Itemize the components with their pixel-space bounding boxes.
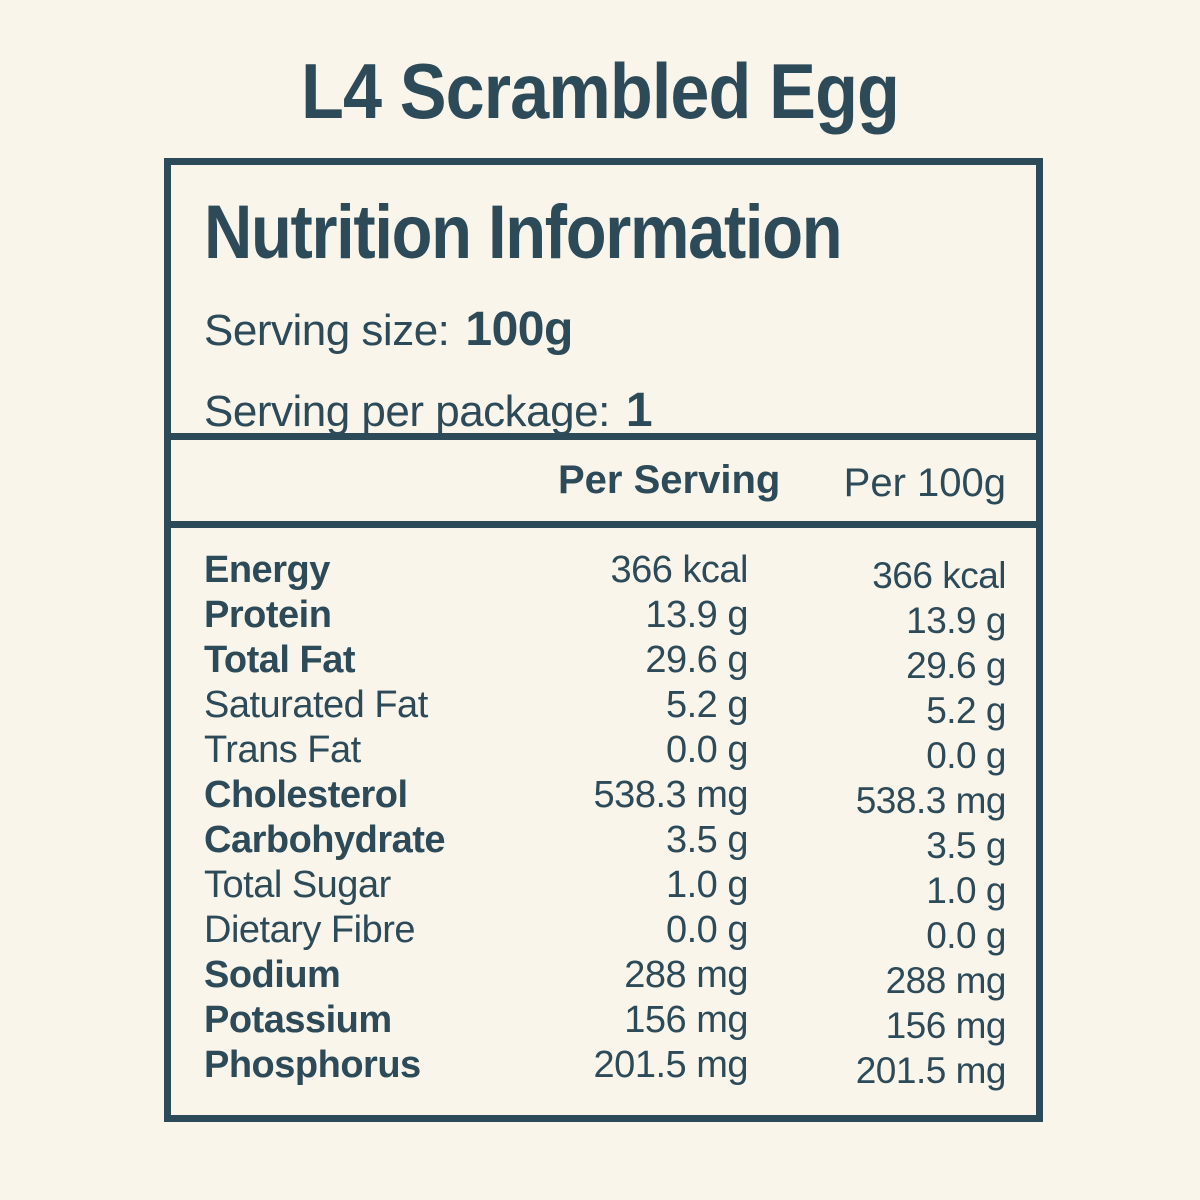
- table-row: Dietary Fibre 0.0 g 0.0 g: [204, 908, 1007, 956]
- nutrition-panel: Nutrition Information Serving size: 100g …: [164, 158, 1043, 1122]
- per-serving-value: 1.0 g: [665, 864, 749, 906]
- table-row: Protein 13.9 g 13.9 g: [204, 593, 1007, 641]
- nutrient-name: Phosphorus: [204, 1044, 421, 1086]
- table-row: Total Fat 29.6 g 29.6 g: [204, 638, 1007, 686]
- nutrient-name: Carbohydrate: [204, 819, 446, 861]
- column-header-band: Per Serving Per 100g: [171, 433, 1036, 528]
- per-100g-value: 538.3 mg: [855, 780, 1007, 821]
- per-100g-value: 29.6 g: [906, 645, 1006, 686]
- per-100g-value: 5.2 g: [926, 690, 1006, 731]
- serving-per-package-row: Serving per package: 1: [204, 383, 1006, 438]
- table-row: Total Sugar 1.0 g 1.0 g: [204, 863, 1007, 911]
- page-title: L4 Scrambled Egg: [300, 47, 900, 135]
- per-serving-value: 0.0 g: [665, 729, 749, 771]
- nutrient-name: Total Fat: [204, 639, 356, 681]
- nutrient-name: Protein: [204, 594, 332, 636]
- nutrient-name: Saturated Fat: [204, 684, 428, 726]
- per-serving-value: 156 mg: [624, 999, 748, 1041]
- serving-size-label: Serving size:: [204, 306, 450, 355]
- table-row: Sodium 288 mg 288 mg: [204, 953, 1007, 1001]
- nutrient-table: Energy 366 kcal 366 kcal Protein 13.9 g …: [171, 528, 1036, 1115]
- nutrient-name: Energy: [204, 549, 330, 591]
- table-row: Cholesterol 538.3 mg 538.3 mg: [204, 773, 1007, 821]
- per-100g-value: 13.9 g: [906, 600, 1006, 641]
- serving-per-package-label: Serving per package:: [204, 387, 610, 436]
- per-serving-value: 201.5 mg: [593, 1044, 749, 1086]
- per-100g-value: 1.0 g: [926, 870, 1006, 911]
- table-row: Trans Fat 0.0 g 0.0 g: [204, 728, 1007, 776]
- per-100g-value: 3.5 g: [926, 825, 1006, 866]
- per-100g-value: 201.5 mg: [855, 1050, 1007, 1091]
- panel-header-section: Nutrition Information Serving size: 100g …: [171, 165, 1036, 437]
- serving-per-package-value: 1: [625, 384, 653, 437]
- per-serving-value: 29.6 g: [645, 639, 748, 681]
- per-100g-value: 0.0 g: [926, 735, 1006, 776]
- per-serving-value: 366 kcal: [610, 549, 748, 591]
- panel-heading: Nutrition Information: [204, 190, 843, 275]
- table-row: Potassium 156 mg 156 mg: [204, 998, 1007, 1046]
- serving-size-value: 100g: [465, 303, 573, 356]
- per-100g-value: 288 mg: [885, 960, 1007, 1001]
- per-100g-value: 156 mg: [885, 1005, 1007, 1046]
- table-row: Carbohydrate 3.5 g 3.5 g: [204, 818, 1007, 866]
- nutrient-name: Cholesterol: [204, 774, 408, 816]
- per-serving-value: 5.2 g: [665, 684, 749, 726]
- table-row: Phosphorus 201.5 mg 201.5 mg: [204, 1043, 1007, 1091]
- per-serving-value: 538.3 mg: [593, 774, 749, 816]
- per-serving-value: 288 mg: [624, 954, 748, 996]
- per-serving-value: 0.0 g: [665, 909, 749, 951]
- column-header-per-100g: Per 100g: [843, 461, 1006, 505]
- nutrient-name: Total Sugar: [204, 864, 391, 906]
- table-row: Energy 366 kcal 366 kcal: [204, 548, 1007, 596]
- nutrient-name: Dietary Fibre: [204, 909, 416, 951]
- per-100g-value: 366 kcal: [872, 555, 1006, 596]
- nutrient-name: Trans Fat: [204, 729, 361, 771]
- nutrient-name: Potassium: [204, 999, 392, 1041]
- per-100g-value: 0.0 g: [926, 915, 1006, 956]
- per-serving-value: 13.9 g: [645, 594, 748, 636]
- table-row: Saturated Fat 5.2 g 5.2 g: [204, 683, 1007, 731]
- nutrient-name: Sodium: [204, 954, 341, 996]
- per-serving-value: 3.5 g: [665, 819, 749, 861]
- column-header-per-serving: Per Serving: [558, 458, 781, 502]
- serving-size-row: Serving size: 100g: [204, 302, 1006, 357]
